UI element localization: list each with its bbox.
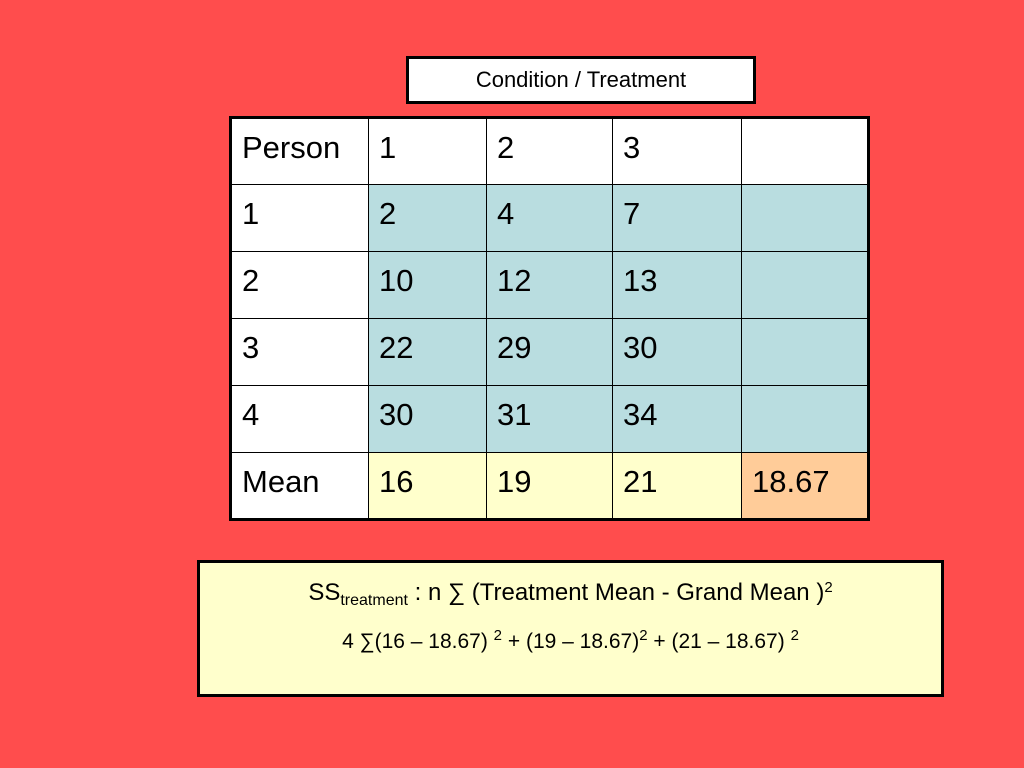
ss-treatment-formula: SStreatment : n ∑ (Treatment Mean - Gran… xyxy=(200,572,941,617)
blank-cell xyxy=(741,251,869,319)
ss-label: SS xyxy=(308,579,341,606)
computation-exponent-2: 2 xyxy=(639,627,648,644)
score-cell: 2 xyxy=(368,184,487,252)
table-row: 3 22 29 30 xyxy=(230,318,869,386)
data-table: Person 1 2 3 1 2 4 7 2 10 12 13 3 22 29 … xyxy=(229,116,870,521)
table-row: 1 2 4 7 xyxy=(230,184,869,252)
person-cell: 3 xyxy=(230,318,369,386)
score-cell: 10 xyxy=(368,251,487,319)
header-cell-person: Person xyxy=(230,117,369,185)
treatment-mean-cell: 21 xyxy=(612,452,742,520)
formula-definition: : n ∑ (Treatment Mean - Grand Mean ) xyxy=(407,579,825,606)
ss-subscript: treatment xyxy=(340,592,408,609)
person-cell: 4 xyxy=(230,385,369,453)
header-cell-condition-3: 3 xyxy=(612,117,742,185)
score-cell: 4 xyxy=(486,184,613,252)
score-cell: 12 xyxy=(486,251,613,319)
table-row-header: Person 1 2 3 xyxy=(230,117,869,185)
treatment-mean-cell: 19 xyxy=(486,452,613,520)
mean-label-cell: Mean xyxy=(230,452,369,520)
score-cell: 13 xyxy=(612,251,742,319)
blank-cell xyxy=(741,318,869,386)
computation-exponent-3: 2 xyxy=(790,627,799,644)
condition-treatment-header: Condition / Treatment xyxy=(406,56,756,104)
blank-cell xyxy=(741,184,869,252)
table-row: 4 30 31 34 xyxy=(230,385,869,453)
score-cell: 34 xyxy=(612,385,742,453)
header-cell-condition-2: 2 xyxy=(486,117,613,185)
score-cell: 30 xyxy=(612,318,742,386)
computation-part-2: + (19 – 18.67) xyxy=(502,630,640,653)
score-cell: 7 xyxy=(612,184,742,252)
formula-computation: 4 ∑(16 – 18.67) 2 + (19 – 18.67)2 + (21 … xyxy=(200,621,941,657)
person-cell: 1 xyxy=(230,184,369,252)
computation-part-3: + (21 – 18.67) xyxy=(647,630,791,653)
person-cell: 2 xyxy=(230,251,369,319)
header-cell-blank xyxy=(741,117,869,185)
table-row: 2 10 12 13 xyxy=(230,251,869,319)
computation-part-1: 4 ∑(16 – 18.67) xyxy=(342,630,494,653)
formula-exponent: 2 xyxy=(824,579,833,596)
score-cell: 29 xyxy=(486,318,613,386)
score-cell: 31 xyxy=(486,385,613,453)
table-row-mean: Mean 16 19 21 18.67 xyxy=(230,452,869,520)
header-title: Condition / Treatment xyxy=(475,67,687,92)
grand-mean-cell: 18.67 xyxy=(741,452,869,520)
header-cell-condition-1: 1 xyxy=(368,117,487,185)
formula-box: SStreatment : n ∑ (Treatment Mean - Gran… xyxy=(197,560,944,697)
blank-cell xyxy=(741,385,869,453)
score-cell: 22 xyxy=(368,318,487,386)
computation-exponent-1: 2 xyxy=(493,627,503,644)
treatment-mean-cell: 16 xyxy=(368,452,487,520)
score-cell: 30 xyxy=(368,385,487,453)
